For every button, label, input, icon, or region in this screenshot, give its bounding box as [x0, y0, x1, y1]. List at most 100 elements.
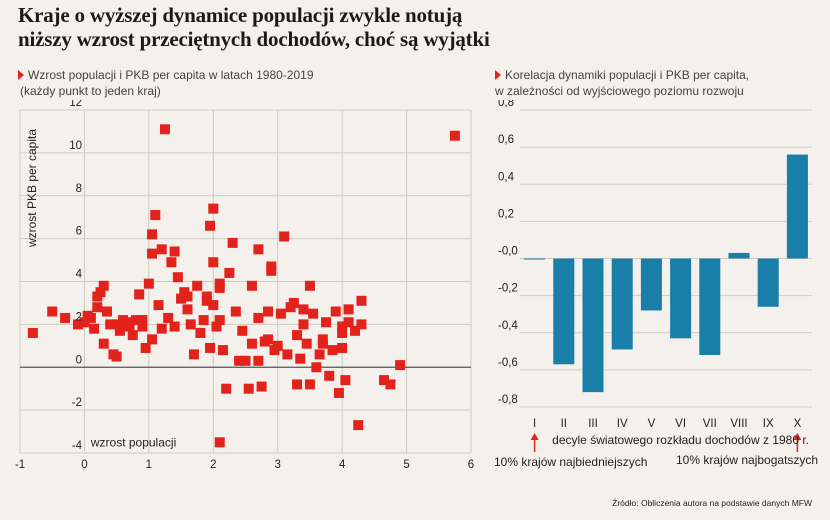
scatter-point — [337, 342, 348, 353]
scatter-point — [188, 349, 199, 360]
bar-y-tick-label: -0,8 — [498, 394, 518, 406]
scatter-point — [356, 295, 367, 306]
scatter-point — [114, 325, 125, 336]
scatter-point — [230, 306, 241, 317]
scatter-point — [201, 295, 212, 306]
scatter-point — [89, 323, 100, 334]
scatter-point — [314, 349, 325, 360]
bar-y-tick-label: 0,6 — [498, 134, 514, 146]
bar-x-tick-label: IV — [617, 418, 628, 430]
scatter-y-tick-label: 6 — [76, 226, 82, 238]
scatter-point — [385, 379, 396, 390]
scatter-point — [205, 342, 216, 353]
scatter-point — [337, 321, 348, 332]
scatter-point — [195, 327, 206, 338]
scatter-point — [333, 387, 344, 398]
scatter-subtitle: Wzrost populacji i PKB per capita w lata… — [18, 67, 314, 99]
bar-y-tick-label: -0,4 — [498, 320, 518, 332]
scatter-point — [127, 330, 138, 341]
scatter-point — [263, 334, 274, 345]
scatter-x-tick-label: -1 — [15, 459, 25, 471]
scatter-point — [169, 321, 180, 332]
bar-x-tick-label: IX — [763, 418, 774, 430]
chart-title: Kraje o wyższej dynamice populacji zwykl… — [18, 3, 818, 51]
bar-y-tick-label: 0,2 — [498, 208, 514, 220]
bar-chart: 0,80,60,40,2-0,0-0,2-0,4-0,6-0,8I II III IV… — [494, 100, 818, 469]
bar-mark — [524, 258, 546, 260]
scatter-point — [343, 304, 354, 315]
scatter-y-tick-label: 2 — [76, 311, 82, 323]
scatter-point — [321, 317, 332, 328]
scatter-point — [301, 338, 312, 349]
bar-x-tick-label: II — [561, 418, 567, 430]
bar-subtitle: Korelacja dynamiki populacji i PKB per c… — [495, 67, 749, 99]
scatter-point — [163, 312, 174, 323]
bar-mark — [757, 258, 779, 307]
scatter-point — [356, 319, 367, 330]
scatter-point — [253, 244, 264, 255]
scatter-point — [143, 278, 154, 289]
bar-subtitle-line-1: Korelacja dynamiki populacji i PKB per c… — [505, 68, 750, 82]
scatter-point — [60, 312, 71, 323]
scatter-point — [27, 327, 38, 338]
scatter-x-tick-label: 6 — [468, 459, 474, 471]
bar-mark — [640, 258, 662, 311]
scatter-point — [449, 130, 460, 141]
scatter-point — [224, 267, 235, 278]
scatter-point — [198, 315, 209, 326]
bar-y-tick-label: -0,6 — [498, 357, 518, 369]
scatter-point — [147, 229, 158, 240]
scatter-point — [282, 349, 293, 360]
scatter-point — [324, 370, 335, 381]
scatter-point — [263, 306, 274, 317]
scatter-point — [150, 210, 161, 221]
triangle-bullet-icon — [18, 70, 24, 80]
scatter-point — [295, 353, 306, 364]
scatter-point — [111, 319, 122, 330]
scatter-subtitle-line-2: (każdy punkt to jeden kraj) — [20, 84, 161, 98]
scatter-point — [308, 308, 319, 319]
scatter-point — [214, 278, 225, 289]
scatter-point — [214, 315, 225, 326]
scatter-point — [205, 220, 216, 231]
scatter-x-tick-label: 4 — [339, 459, 346, 471]
bar-x-tick-label: I — [533, 418, 536, 430]
scatter-point — [234, 355, 245, 366]
scatter-subtitle-line-1: Wzrost populacji i PKB per capita w lata… — [28, 68, 314, 82]
scatter-y-tick-label: 4 — [76, 269, 83, 281]
bar-marks — [524, 154, 808, 393]
scatter-point — [98, 338, 109, 349]
scatter-point — [304, 280, 315, 291]
scatter-point — [240, 355, 251, 366]
scatter-point — [343, 317, 354, 328]
bar-x-tick-label: VI — [675, 418, 686, 430]
scatter-point — [217, 345, 228, 356]
scatter-point — [137, 315, 148, 326]
scatter-point — [159, 124, 170, 135]
bar-x-tick-label: V — [648, 418, 656, 430]
scatter-y-tick-label: 0 — [76, 354, 82, 366]
scatter-point — [95, 287, 106, 298]
scatter-point — [85, 312, 96, 323]
scatter-point — [253, 312, 264, 323]
scatter-point — [353, 420, 364, 431]
scatter-point — [185, 319, 196, 330]
scatter-y-tick-label: 10 — [69, 140, 82, 152]
scatter-x-tick-label: 2 — [210, 459, 216, 471]
scatter-point — [47, 306, 58, 317]
scatter-point — [253, 355, 264, 366]
scatter-point — [111, 351, 122, 362]
scatter-point — [156, 323, 167, 334]
scatter-y-axis-label: wzrost PKB per capita — [25, 129, 39, 248]
scatter-point — [292, 379, 303, 390]
scatter-point — [279, 231, 290, 242]
scatter-x-tick-label: 3 — [275, 459, 281, 471]
scatter-point — [79, 317, 90, 328]
scatter-point — [221, 383, 232, 394]
bar-x-tick-label: X — [794, 418, 802, 430]
scatter-point — [72, 319, 83, 330]
arrow-head-icon — [530, 433, 539, 440]
scatter-grid — [19, 109, 472, 454]
scatter-point — [330, 306, 341, 317]
scatter-point — [208, 203, 219, 214]
